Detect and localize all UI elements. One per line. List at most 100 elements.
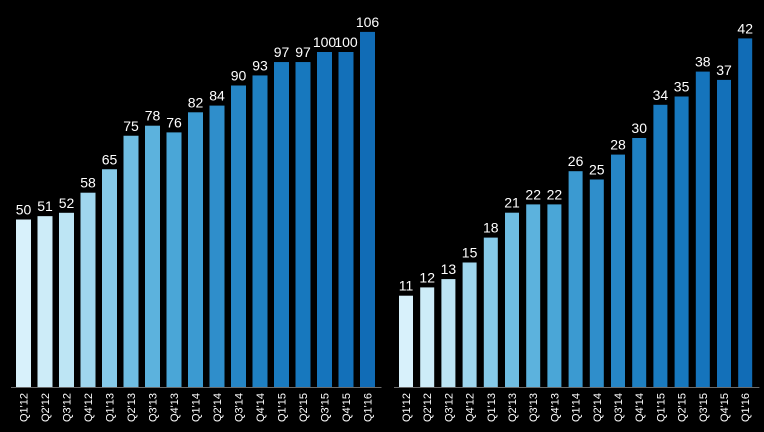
bar-Q2-15 [674,96,689,387]
x-tick-label: Q2'14 [592,393,604,422]
value-label: 97 [274,44,290,60]
value-label: 90 [231,68,247,84]
value-label: 22 [525,186,541,202]
x-tick-label: Q1'14 [191,393,203,422]
bar-Q1-14 [568,171,583,387]
x-tick-label: Q1'15 [277,393,289,422]
x-tick-label: Q3'15 [698,393,710,422]
x-tick-label: Q1'15 [655,393,667,422]
value-label: 13 [441,261,457,277]
value-label: 75 [123,118,139,134]
x-tick-label: Q3'12 [62,393,74,422]
x-tick-label: Q3'13 [148,393,160,422]
value-label: 93 [252,57,268,73]
x-tick-label: Q1'14 [571,393,583,422]
x-tick-label: Q4'15 [719,393,731,422]
bar-Q2-15 [295,62,311,388]
value-label: 12 [419,269,435,285]
x-tick-label: Q4'13 [549,393,561,422]
value-label: 82 [188,94,204,110]
value-label: 50 [16,202,32,218]
x-tick-label: Q1'16 [740,393,752,422]
x-tick-label: Q2'12 [422,393,434,422]
x-tick-label: Q3'12 [443,393,455,422]
bar-Q1-16 [360,31,375,388]
value-label: 78 [145,108,161,124]
value-label: 52 [59,195,75,211]
bar-Q3-12 [441,279,456,387]
value-label: 106 [356,14,380,30]
value-label: 38 [695,54,711,70]
bar-Q2-13 [123,135,139,387]
x-tick-label: Q4'12 [465,393,477,422]
bar-Q1-12 [399,295,413,387]
bar-Q4-15 [717,79,731,388]
bar-Q4-13 [166,132,182,387]
bar-Q4-14 [252,75,268,387]
bar-Q3-12 [59,212,74,387]
bar-Q2-12 [37,216,53,387]
bar-Q1-13 [483,237,498,387]
x-tick-label: Q3'13 [528,393,540,422]
bar-Q1-15 [274,62,289,388]
bar-Q2-14 [589,179,604,387]
value-label: 11 [399,278,414,294]
bar-Q1-13 [102,169,117,387]
value-label: 42 [737,20,753,36]
x-tick-label: Q2'15 [298,393,310,422]
x-tick-label: Q2'14 [212,393,224,422]
bar-Q1-14 [188,112,203,388]
bar-Q3-14 [611,154,625,387]
bar-Q3-14 [231,85,246,387]
value-label: 26 [568,153,584,169]
value-label: 76 [166,114,182,130]
x-tick-label: Q1'16 [363,393,375,422]
value-label: 100 [313,34,337,50]
x-tick-label: Q4'15 [341,393,353,422]
x-tick-label: Q2'13 [507,393,519,422]
value-label: 25 [589,162,605,178]
value-label: 51 [37,198,53,214]
bar-Q1-16 [738,38,753,388]
x-tick-label: Q2'15 [677,393,689,422]
bar-Q2-12 [420,287,435,387]
bar-Q3-13 [526,204,541,387]
chart-1: 50 Q1'12 51 Q2'12 52 Q3'12 58 Q4'12 65 Q1'13 75 Q2'… [11,14,382,422]
x-tick-label: Q1'13 [486,393,498,422]
bar-Q3-13 [145,125,160,387]
x-tick-label: Q3'14 [234,393,246,422]
x-tick-label: Q1'13 [105,393,117,422]
value-label: 21 [504,195,520,211]
bar-Q4-13 [547,204,562,387]
chart-2: 11 Q1'12 12 Q2'12 13 Q3'12 15 Q4'12 18 Q1'13 21 Q2'… [394,20,760,422]
value-label: 35 [674,79,690,95]
value-label: 65 [102,151,118,167]
x-tick-label: Q4'14 [255,393,267,422]
bar-Q4-12 [462,262,477,387]
x-tick-label: Q1'12 [401,393,413,422]
value-label: 22 [547,186,563,202]
value-label: 34 [653,87,669,103]
x-tick-label: Q3'14 [613,393,625,422]
value-label: 30 [631,120,647,136]
bar-Q2-14 [209,105,225,387]
value-label: 100 [334,34,358,50]
value-label: 37 [716,62,732,78]
bar-Q1-15 [653,104,668,388]
bar-Q4-15 [338,52,354,387]
value-label: 28 [610,137,626,153]
value-label: 84 [209,88,225,104]
bar-Q1-12 [16,219,31,387]
value-label: 97 [295,44,311,60]
bar-Q3-15 [317,52,332,387]
bar-Q2-13 [505,212,519,387]
x-tick-label: Q2'13 [126,393,138,422]
value-label: 18 [483,220,499,236]
x-tick-label: Q4'14 [634,393,646,422]
x-tick-label: Q4'13 [169,393,181,422]
x-tick-label: Q3'15 [320,393,332,422]
x-tick-label: Q1'12 [19,393,31,422]
x-tick-label: Q2'12 [40,393,52,422]
